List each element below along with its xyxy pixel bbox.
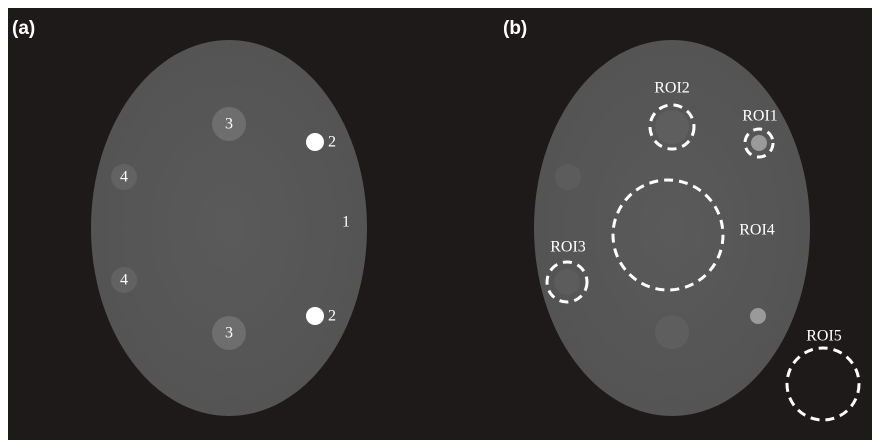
annotation: 4 [120, 169, 128, 186]
insert [555, 164, 581, 190]
panel-label: (b) [503, 18, 527, 39]
roi-label: ROI3 [550, 239, 586, 256]
insert [655, 110, 689, 144]
insert [554, 269, 580, 295]
roi-label: ROI1 [742, 108, 778, 125]
annotation: 1 [342, 214, 350, 231]
phantom [91, 40, 367, 416]
figure: (a) 3 2 4 1 4 3 2 (b) ROI2 ROI1 ROI4 ROI… [0, 0, 880, 447]
annotation: 3 [225, 325, 233, 342]
roi-label: ROI4 [739, 222, 775, 239]
insert [306, 133, 324, 151]
insert [306, 307, 324, 325]
annotation: 2 [328, 134, 336, 151]
roi-label: ROI2 [654, 80, 690, 97]
insert [655, 315, 689, 349]
annotation: 2 [328, 308, 336, 325]
annotation: 3 [225, 116, 233, 133]
annotation: 4 [120, 272, 128, 289]
roi-label: ROI5 [806, 328, 842, 345]
insert [751, 135, 767, 151]
insert [750, 308, 766, 324]
panel-label: (a) [12, 18, 35, 39]
